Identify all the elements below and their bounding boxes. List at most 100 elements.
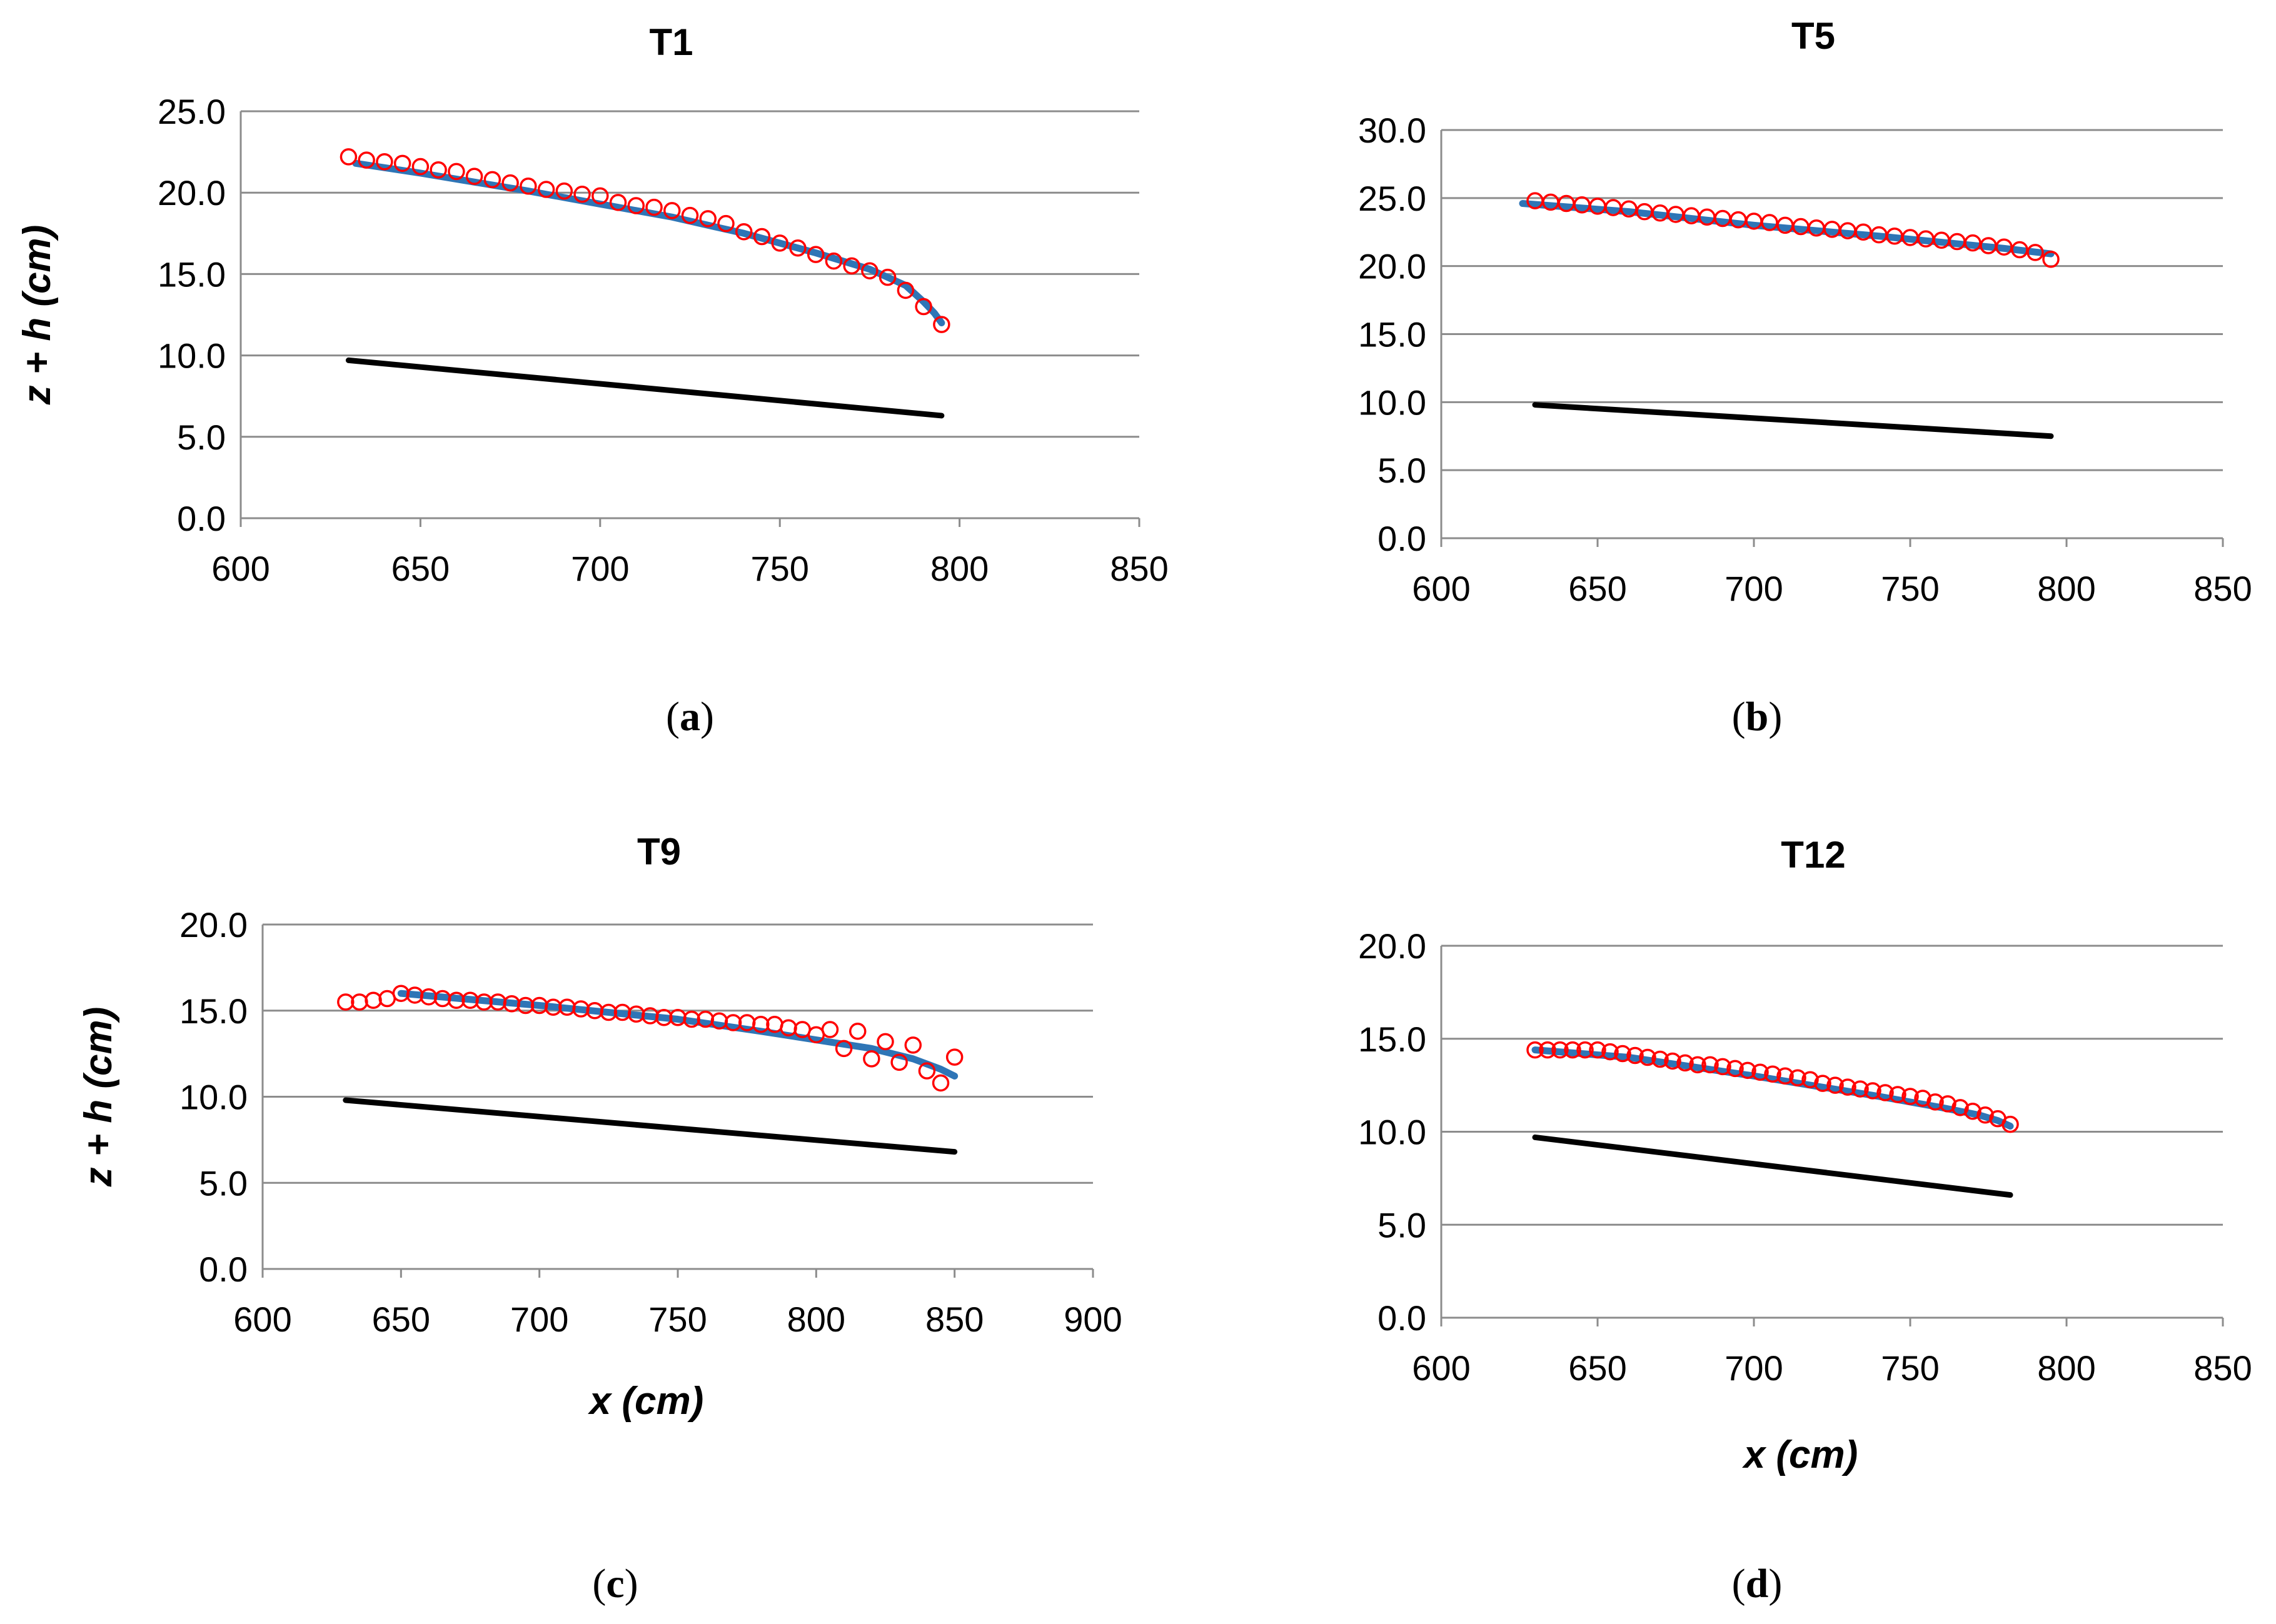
series-observed-point <box>1764 1065 1781 1083</box>
y-tick-label: 15.0 <box>158 254 226 294</box>
series-observed-point <box>627 197 645 214</box>
series-observed-point <box>516 996 535 1015</box>
x-tick-label: 750 <box>750 549 808 588</box>
y-tick-label: 15.0 <box>179 991 248 1031</box>
y-tick-label: 10.0 <box>1358 383 1426 422</box>
series-observed-point <box>1726 1060 1744 1078</box>
series-observed-point <box>877 1033 894 1051</box>
series-observed-point <box>1651 1050 1669 1068</box>
series-observed-point <box>821 1021 839 1038</box>
series-observed-point <box>1676 1054 1694 1072</box>
series-observed-point <box>752 1016 770 1033</box>
series-bed-line <box>1532 402 2054 439</box>
series-observed-point <box>863 1050 880 1068</box>
series-observed-point <box>483 171 501 189</box>
series-observed-point <box>879 268 897 286</box>
panel-caption: (a) <box>666 694 714 739</box>
x-tick-label: 800 <box>787 1300 845 1339</box>
x-tick-label: 850 <box>2193 1348 2252 1388</box>
y-axis-label: z + h (cm) <box>16 225 59 406</box>
series-observed-point <box>2002 1115 2019 1133</box>
series-observed-point <box>1551 1041 1569 1059</box>
series-observed-point <box>1539 1041 1556 1059</box>
series-observed-point <box>411 158 430 176</box>
series-observed-point <box>393 154 411 173</box>
series-observed-point <box>717 214 735 233</box>
series-model-line <box>352 159 945 327</box>
series-observed-point <box>1901 1088 1919 1105</box>
series-observed-point <box>537 181 555 198</box>
series-observed-point <box>1664 1052 1681 1070</box>
series-observed-point <box>430 161 447 179</box>
x-axis-label: x (cm) <box>588 1380 704 1423</box>
series-observed-point <box>1914 1090 1931 1107</box>
series-observed-point <box>771 234 788 252</box>
y-tick-label: 5.0 <box>1377 451 1426 490</box>
series-observed-point <box>465 168 483 185</box>
x-tick-label: 650 <box>372 1300 430 1339</box>
x-tick-label: 800 <box>930 549 989 588</box>
series-observed-point <box>501 174 519 192</box>
x-tick-label: 700 <box>1725 1348 1783 1388</box>
series-observed-point <box>1776 1067 1794 1085</box>
series-observed-point <box>861 262 879 279</box>
y-tick-label: 25.0 <box>158 92 226 131</box>
series-model-line <box>397 990 959 1080</box>
chart-panel-a: 0.0 5.0 10.0 15.0 20.0 25.0 600 650 700 750 800 850… <box>16 21 1169 739</box>
x-tick-label: 800 <box>2037 1348 2095 1388</box>
y-tick-label: 5.0 <box>1377 1205 1426 1245</box>
series-observed-point <box>683 1010 700 1028</box>
x-tick-label: 700 <box>510 1300 568 1339</box>
series-observed-point <box>1564 1041 1581 1059</box>
series-observed-point <box>681 206 699 224</box>
series-observed-point <box>1626 1046 1644 1065</box>
series-observed-point <box>448 991 465 1009</box>
series-observed-point <box>655 1009 673 1026</box>
y-tick-label: 20.0 <box>1358 926 1426 966</box>
series-observed-point <box>1826 1076 1844 1094</box>
series-observed-point <box>1526 1041 1544 1059</box>
series-observed-point <box>835 1040 853 1058</box>
series-observed-point <box>724 1014 742 1031</box>
series-observed-point <box>1701 1056 1719 1074</box>
series-observed-point <box>663 202 681 219</box>
chart-panel-d: 0.0 5.0 10.0 15.0 20.0 600 650 700 750 800 850 T12 x… <box>1358 834 2252 1606</box>
series-observed-point <box>448 163 465 181</box>
series-observed-point <box>573 186 591 203</box>
y-tick-label: 5.0 <box>177 418 226 457</box>
series-observed-point <box>825 252 843 270</box>
series-observed-point <box>600 1003 618 1021</box>
x-tick-label: 800 <box>2037 569 2095 608</box>
chart-title: T1 <box>649 21 693 63</box>
panel-caption: (d) <box>1732 1561 1783 1606</box>
series-observed-point <box>1739 1061 1756 1080</box>
series-observed-point <box>735 223 753 241</box>
series-observed-point <box>1589 1041 1606 1059</box>
y-tick-label: 0.0 <box>177 499 226 538</box>
x-tick-label: 750 <box>648 1300 707 1339</box>
x-tick-label: 700 <box>571 549 629 588</box>
series-observed-point <box>609 194 627 211</box>
series-observed-point <box>1814 1075 1831 1092</box>
chart-title: T12 <box>1781 834 1845 876</box>
series-observed-point <box>848 1023 867 1040</box>
series-observed-point <box>358 151 375 169</box>
series-observed-point <box>1889 1086 1906 1103</box>
series-observed-point <box>2027 244 2044 261</box>
series-bed-line <box>343 1097 958 1155</box>
series-observed-point <box>1601 1043 1619 1061</box>
chart-title: T5 <box>1791 15 1835 57</box>
x-tick-label: 600 <box>1412 569 1470 608</box>
x-axis-label: x (cm) <box>1742 1433 1858 1476</box>
y-tick-label: 10.0 <box>1358 1113 1426 1152</box>
x-tick-label: 850 <box>2193 569 2252 608</box>
x-tick-label: 600 <box>1412 1348 1470 1388</box>
y-tick-label: 20.0 <box>158 173 226 213</box>
series-observed-point <box>1939 1095 1956 1113</box>
series-observed-point <box>1639 1048 1656 1066</box>
y-tick-label: 25.0 <box>1358 179 1426 218</box>
y-tick-label: 5.0 <box>199 1163 248 1203</box>
y-tick-label: 30.0 <box>1358 111 1426 150</box>
series-observed-point <box>337 993 355 1011</box>
